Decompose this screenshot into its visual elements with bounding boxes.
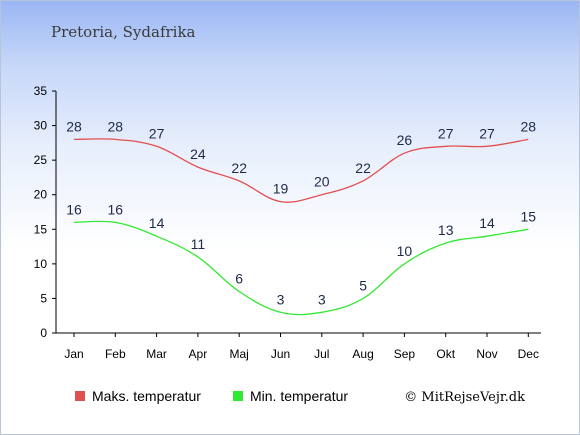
x-tick-label: Jul [314,347,329,361]
data-label: 24 [190,146,206,162]
x-tick-label: Dec [518,347,539,361]
x-tick-label: Maj [230,347,249,361]
y-tick-label: 10 [34,257,48,271]
credit-text: © MitRejseVejr.dk [404,390,525,405]
data-label: 15 [521,208,537,224]
series-line-1 [73,220,529,316]
x-tick-label: Okt [436,347,455,361]
x-tick-label: Nov [476,347,497,361]
y-tick-label: 0 [40,326,47,340]
x-tick-label: Jun [271,347,290,361]
data-label: 11 [191,236,206,252]
data-label: 14 [479,215,495,231]
data-label: 28 [108,118,124,134]
legend-swatch-max [75,391,85,401]
legend-label-min: Min. temperatur [250,388,348,404]
x-tick-label: Aug [352,347,373,361]
data-label: 26 [397,132,413,148]
data-label: 28 [66,118,82,134]
y-tick-label: 15 [34,222,48,236]
y-tick-label: 5 [40,291,47,305]
data-label: 3 [277,291,285,307]
data-label: 16 [108,201,124,217]
data-label: 6 [235,271,243,287]
y-tick-label: 30 [34,119,48,133]
data-label: 27 [438,125,454,141]
data-label: 20 [314,174,330,190]
data-label: 27 [149,125,165,141]
y-tick-label: 25 [34,153,48,167]
data-label: 14 [149,215,165,231]
data-labels: 28 28 27 24 22 19 20 22 26 27 27 28 16 16 14 11 6 3 3 5 10 13… [66,118,536,307]
data-label: 13 [438,222,454,238]
data-label: 19 [273,181,289,197]
data-label: 10 [397,243,413,259]
y-tick-label: 20 [34,188,48,202]
legend-swatch-min [233,391,243,401]
series-lines [73,138,529,316]
data-label: 22 [231,160,247,176]
data-label: 3 [318,291,326,307]
x-tick-label: Feb [105,347,126,361]
x-tick-label: Sep [394,347,416,361]
y-tick-label: 35 [34,84,48,98]
data-label: 28 [521,118,537,134]
legend: Maks. temperatur Min. temperatur [75,388,348,404]
x-tick-label: Jan [64,347,83,361]
data-label: 27 [479,125,495,141]
data-label: 22 [355,160,371,176]
legend-label-max: Maks. temperatur [92,388,201,404]
x-tick-label: Mar [146,347,167,361]
data-label: 5 [359,277,367,293]
x-tick-label: Apr [189,347,208,361]
series-line-0 [73,138,529,203]
data-label: 16 [66,201,82,217]
chart-title: Pretoria, Sydafrika [51,23,196,41]
